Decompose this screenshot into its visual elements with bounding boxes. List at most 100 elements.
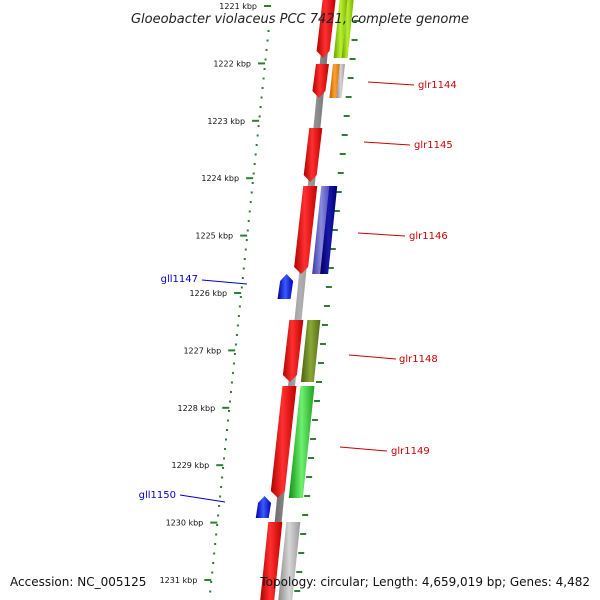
ruler-tick — [210, 521, 218, 524]
track-tick — [308, 457, 315, 459]
gene-label[interactable]: glr1144 — [418, 80, 457, 91]
ruler-dot — [248, 210, 251, 213]
gene-label[interactable]: glr1146 — [409, 231, 448, 242]
track-tick — [345, 96, 352, 98]
cds-block — [303, 128, 323, 182]
ruler-dot — [221, 476, 224, 479]
track-tick — [343, 115, 350, 117]
ruler-dot — [254, 153, 257, 156]
track-tick — [321, 324, 328, 326]
cds-block — [270, 386, 297, 498]
ruler-dot — [223, 457, 226, 460]
ruler-dot — [216, 524, 219, 526]
ruler-dot — [232, 362, 235, 365]
gene-label[interactable]: glr1148 — [399, 354, 438, 365]
gene-block — [336, 64, 345, 98]
ruler-tick — [234, 292, 242, 294]
track-tick — [331, 229, 338, 231]
ruler-dot — [267, 30, 270, 32]
ruler-dot — [242, 267, 245, 270]
cds-block — [316, 0, 336, 58]
ruler-dot — [244, 248, 247, 251]
track-tick — [347, 77, 354, 79]
gene-block — [320, 186, 338, 274]
ruler-dot — [228, 400, 231, 403]
ruler-dot — [213, 552, 216, 555]
ruler-dot — [229, 391, 232, 393]
cds-block — [294, 186, 318, 274]
ruler-dot — [260, 96, 263, 99]
ruler-tick — [204, 579, 212, 581]
ruler-tick — [252, 119, 260, 122]
track-tick — [325, 286, 332, 288]
ruler-dot — [246, 229, 249, 232]
ruler-dot — [231, 372, 234, 374]
cds-block — [260, 522, 283, 600]
ruler-dot — [255, 144, 258, 146]
ruler-dot — [217, 514, 220, 517]
reverse-gene-block — [277, 274, 294, 299]
features — [255, 0, 354, 600]
gene-label[interactable]: gll1147 — [161, 274, 198, 285]
ruler-dot — [249, 201, 252, 203]
gene-label-leader — [339, 446, 388, 452]
ruler-dot — [227, 410, 230, 412]
ruler-dot — [239, 296, 242, 298]
ruler-dot — [212, 562, 215, 564]
ruler-dot — [237, 315, 240, 317]
ruler-tick-label: 1231 kbp — [160, 576, 198, 585]
ruler-tick — [264, 5, 271, 7]
ruler-dot — [253, 163, 256, 165]
ruler-dot — [225, 438, 228, 441]
track-tick — [316, 381, 322, 383]
ruler-tick-label: 1228 kbp — [178, 404, 216, 413]
gene-labels: glr1144 glr1145 glr1146 gll1147 glr1148 glr11… — [139, 80, 457, 503]
ruler-dot — [262, 77, 265, 80]
track-tick — [339, 153, 346, 155]
ruler: 1221 kbp 1222 kbp 1223 kbp 1224 kbp 1225 kbp… — [160, 2, 360, 593]
ruler-tick-label: 1229 kbp — [172, 461, 210, 470]
ruler-dot — [236, 324, 239, 327]
ruler-dot — [224, 448, 227, 450]
ruler-dot — [214, 543, 217, 545]
track-tick — [294, 590, 301, 592]
track-tick — [351, 39, 358, 41]
ruler-dot — [251, 182, 254, 184]
track-tick — [312, 419, 319, 421]
gene-label[interactable]: glr1145 — [414, 140, 453, 151]
track-tick — [349, 58, 356, 60]
ruler-dot — [266, 39, 269, 42]
ruler-tick-label: 1230 kbp — [166, 519, 204, 528]
gene-label[interactable]: gll1150 — [139, 490, 176, 501]
ruler-dot — [247, 220, 250, 222]
track-tick — [314, 400, 321, 402]
track-tick — [337, 172, 344, 174]
ruler-dot — [250, 191, 253, 194]
ruler-tick-label: 1223 kbp — [207, 117, 245, 126]
ruler-dot — [263, 68, 266, 70]
ruler-dot — [234, 343, 237, 346]
track-tick — [323, 305, 330, 307]
gene-block — [312, 186, 331, 274]
ruler-dot — [210, 581, 213, 583]
track-tick — [302, 514, 309, 516]
gene-block — [300, 320, 321, 382]
ruler-dot — [264, 58, 267, 61]
gene-label-leader — [179, 494, 226, 503]
gene-label-leader — [367, 81, 415, 86]
gene-block — [341, 0, 354, 58]
ruler-dot — [257, 125, 260, 127]
track-tick — [304, 495, 311, 497]
track-tick — [335, 191, 342, 193]
ruler-tick-label: 1222 kbp — [213, 59, 251, 68]
genome-summary-text: Topology: circular; Length: 4,659,019 bp… — [259, 575, 590, 589]
ruler-dot — [233, 353, 236, 355]
ruler-dot — [222, 467, 225, 469]
ruler-tick-label: 1226 kbp — [189, 289, 227, 298]
ruler-tick — [216, 464, 224, 467]
gene-label-leader — [348, 354, 397, 360]
ruler-dot — [265, 49, 268, 51]
gene-label[interactable]: glr1149 — [391, 446, 430, 457]
